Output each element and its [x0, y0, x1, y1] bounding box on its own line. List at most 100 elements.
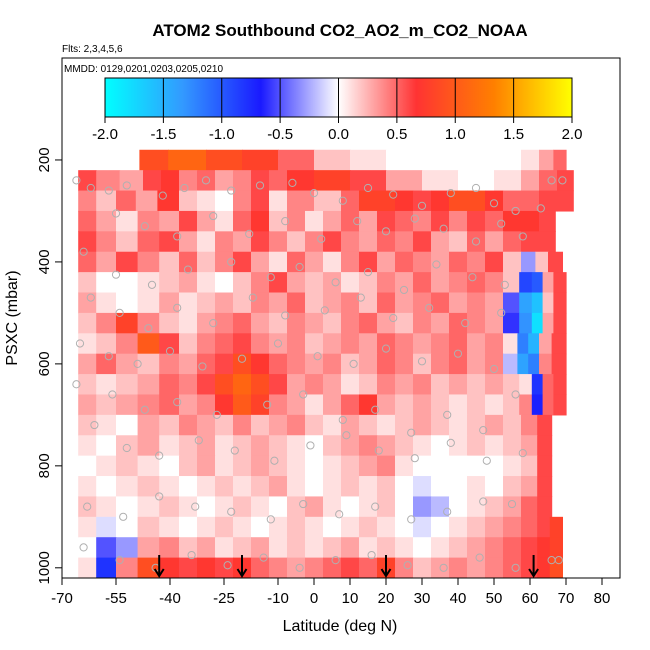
- observation-point: [230, 446, 239, 455]
- heatmap-cell: [323, 557, 342, 578]
- heatmap-cell: [449, 516, 468, 538]
- heatmap-cell: [159, 476, 180, 498]
- heatmap-cell: [431, 251, 450, 273]
- heatmap-cell: [233, 312, 252, 334]
- heatmap-cell: [96, 537, 117, 559]
- heatmap-cell: [269, 170, 288, 192]
- heatmap-cell: [413, 537, 432, 559]
- heatmap-cell: [269, 272, 288, 294]
- heatmap-cell: [137, 231, 160, 253]
- heatmap-cell: [179, 516, 198, 538]
- heatmap-cell: [377, 333, 396, 355]
- heatmap-cell: [341, 292, 360, 314]
- arrow-marker: [153, 555, 165, 578]
- heatmap-cell: [413, 557, 432, 578]
- heatmap-cell: [116, 455, 139, 477]
- heatmap-cell: [377, 537, 396, 559]
- x-tick-label: 20: [378, 590, 395, 607]
- heatmap-cell: [159, 516, 180, 538]
- heatmap-cell: [431, 231, 450, 253]
- x-axis-label: Latitude (deg N): [283, 618, 398, 635]
- colorbar-tick-label: 2.0: [562, 126, 583, 143]
- heatmap-cell: [168, 149, 207, 171]
- observation-point: [90, 420, 99, 430]
- heatmap-cell: [521, 455, 538, 477]
- heatmap-cell: [242, 149, 279, 171]
- heatmap-cell: [269, 414, 288, 436]
- heatmap-cell: [96, 333, 117, 355]
- heatmap-cell: [116, 435, 139, 457]
- heatmap-cell: [96, 292, 117, 314]
- heatmap-cell: [197, 496, 216, 518]
- heatmap-cell: [251, 251, 270, 273]
- y-tick-label: 200: [36, 147, 53, 172]
- heatmap-cell: [305, 374, 324, 396]
- heatmap-cell: [96, 516, 117, 538]
- heatmap-cell: [269, 455, 288, 477]
- observation-point: [266, 515, 275, 524]
- heatmap-cell: [116, 312, 139, 334]
- heatmap-cell: [449, 455, 468, 477]
- heatmap-cell: [519, 374, 533, 396]
- heatmap-cell: [116, 231, 139, 253]
- heatmap-cell: [233, 516, 252, 538]
- heatmap-cell: [287, 272, 306, 294]
- heatmap-cell: [431, 312, 450, 334]
- x-tick-label: -70: [51, 590, 73, 607]
- heatmap-cell: [78, 272, 97, 294]
- heatmap-cell: [395, 374, 414, 396]
- observation-point: [407, 515, 416, 524]
- observation-point: [475, 553, 484, 562]
- heatmap-cell: [215, 435, 234, 457]
- observation-point: [482, 456, 491, 465]
- heatmap-cell: [503, 292, 520, 314]
- heatmap-cell: [542, 374, 554, 396]
- heatmap-cell: [305, 516, 324, 538]
- observation-point: [317, 234, 326, 244]
- heatmap-cell: [449, 414, 468, 436]
- observation-point: [479, 426, 488, 435]
- heatmap-cell: [519, 272, 533, 294]
- heatmap-cell: [467, 251, 486, 273]
- heatmap-cell: [287, 537, 306, 559]
- heatmap-cell: [159, 414, 180, 436]
- heatmap-cell: [467, 190, 486, 212]
- heatmap-cell: [323, 414, 342, 436]
- heatmap-cell: [197, 394, 216, 416]
- heatmap-cell: [269, 557, 288, 578]
- heatmap-cell: [386, 149, 423, 171]
- heatmap-cell: [557, 170, 574, 192]
- observation-point: [173, 303, 182, 312]
- arrow-marker: [380, 555, 392, 578]
- heatmap-cell: [395, 496, 414, 518]
- observation-point: [86, 293, 95, 302]
- heatmap-cell: [159, 435, 180, 457]
- heatmap-cell: [413, 210, 432, 232]
- heatmap-cell: [341, 210, 360, 232]
- heatmap-cell: [449, 312, 468, 334]
- heatmap-cell: [161, 170, 180, 192]
- heatmap-cell: [323, 496, 342, 518]
- observation-point: [425, 303, 434, 312]
- heatmap-cell: [359, 231, 378, 253]
- heatmap-cell: [78, 251, 97, 273]
- heatmap-cell: [233, 190, 252, 212]
- heatmap-cell: [449, 353, 468, 375]
- heatmap-cell: [287, 414, 306, 436]
- heatmap-cell: [517, 333, 529, 355]
- observation-point: [155, 451, 164, 460]
- heatmap-cell: [413, 496, 432, 518]
- heatmap-cell: [485, 333, 504, 355]
- heatmap-cells: [78, 149, 574, 578]
- y-tick-label: 600: [36, 351, 53, 376]
- heatmap-cell: [179, 190, 198, 212]
- heatmap-cell: [323, 292, 342, 314]
- heatmap-cell: [119, 170, 144, 192]
- observation-point: [335, 510, 344, 519]
- heatmap-cell: [431, 435, 450, 457]
- heatmap-cell: [537, 476, 553, 498]
- heatmap-cell: [395, 190, 414, 212]
- heatmap-cell: [251, 394, 270, 416]
- heatmap-cell: [467, 231, 486, 253]
- heatmap-cell: [431, 374, 450, 396]
